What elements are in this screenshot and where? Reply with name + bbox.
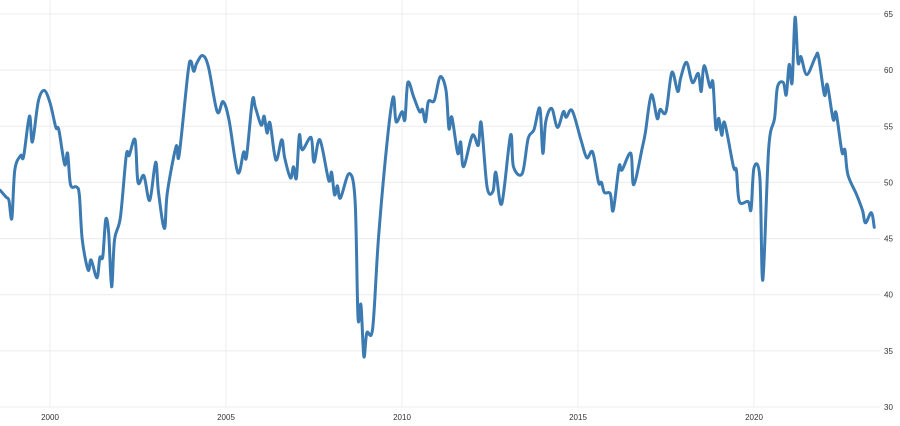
y-tick-label: 30 <box>884 403 893 412</box>
y-tick-label: 45 <box>884 235 893 244</box>
x-tick-label: 2020 <box>745 413 763 422</box>
x-tick-label: 2005 <box>217 413 235 422</box>
x-tick-label: 2000 <box>41 413 59 422</box>
y-tick-label: 35 <box>884 347 893 356</box>
y-tick-label: 50 <box>884 178 893 187</box>
grid <box>0 0 880 408</box>
y-tick-label: 40 <box>884 291 893 300</box>
series-line <box>0 15 876 359</box>
y-axis-labels: 30 35 40 45 50 55 60 65 <box>884 10 893 412</box>
y-tick-label: 60 <box>884 66 893 75</box>
x-tick-label: 2015 <box>569 413 587 422</box>
y-tick-label: 65 <box>884 10 893 19</box>
x-axis-labels: 2000 2005 2010 2015 2020 <box>41 413 763 422</box>
y-tick-label: 55 <box>884 122 893 131</box>
x-tick-label: 2010 <box>393 413 411 422</box>
